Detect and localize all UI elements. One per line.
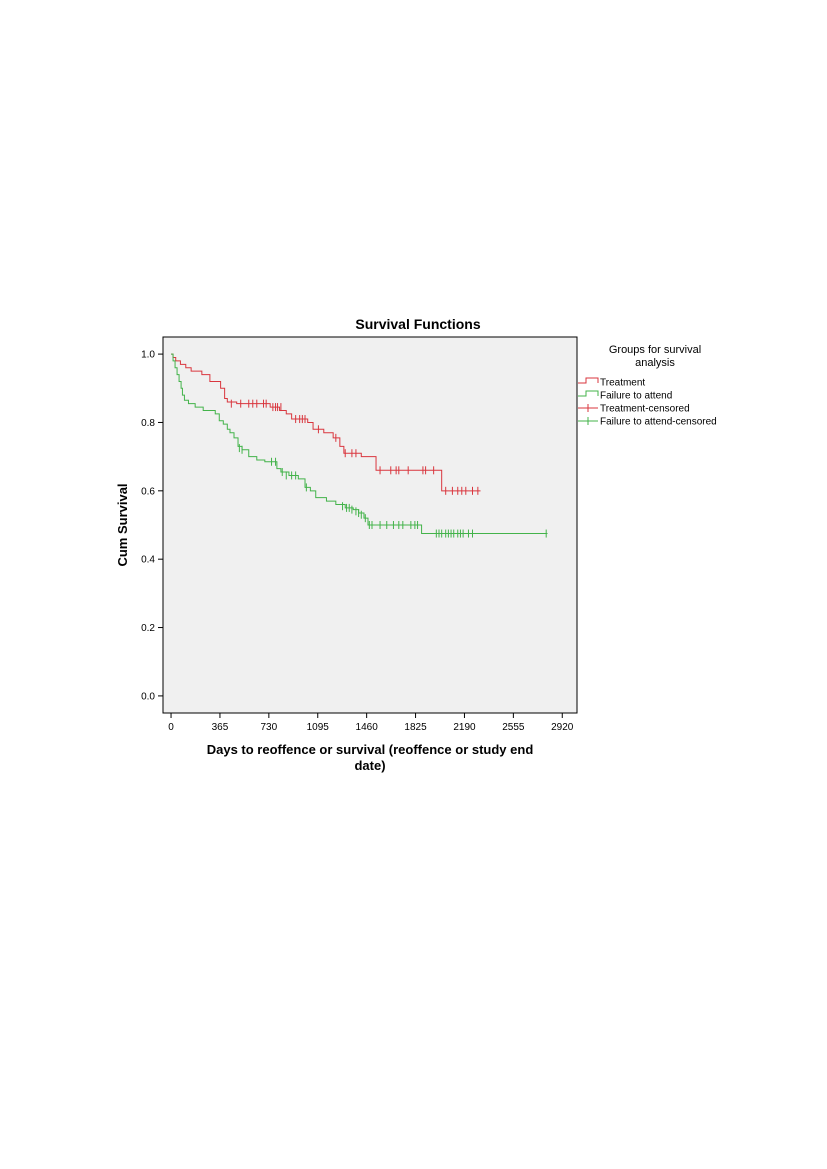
legend-failure-to-attend: Failure to attend — [578, 390, 672, 402]
legend-label: Failure to attend-censored — [600, 417, 717, 428]
x-tick-label: 2555 — [502, 722, 525, 733]
series-layer — [171, 353, 548, 538]
y-tick-label: 0.4 — [141, 555, 155, 566]
legend-failure-to-attend-censored: Failure to attend-censored — [578, 417, 717, 428]
chart-title: Survival Functions — [355, 316, 480, 332]
y-tick-label: 0.0 — [141, 691, 155, 702]
y-tick-label: 0.8 — [141, 418, 155, 429]
y-tick-label: 0.6 — [141, 486, 155, 497]
x-tick-label: 730 — [261, 722, 278, 733]
legend-title-line-1: Groups for survival — [609, 344, 701, 356]
survival-line-failure-to-attend — [171, 353, 548, 535]
legend-label: Treatment — [600, 378, 645, 389]
y-tick-label: 0.2 — [141, 623, 155, 634]
axis-ticks: 0 365 730 1095 1460 1825 2190 2555 2920 0.0 0.2 0.4… — [141, 350, 574, 733]
x-tick-label: 1460 — [356, 722, 379, 733]
x-tick-label: 365 — [212, 722, 229, 733]
legend-items: Treatment Failure to attend Treatment-cens… — [578, 377, 717, 428]
y-axis-title: Cum Survival — [115, 483, 130, 566]
legend-treatment: Treatment — [578, 377, 645, 389]
x-tick-label: 2190 — [453, 722, 476, 733]
legend: Groups for survival analysis Treatment Fa… — [578, 344, 717, 428]
survival-line-treatment — [171, 353, 481, 492]
legend-label: Failure to attend — [600, 391, 672, 402]
legend-treatment-censored: Treatment-censored — [578, 404, 690, 415]
legend-label: Treatment-censored — [600, 404, 690, 415]
legend-swatch — [578, 390, 599, 397]
legend-swatch — [578, 377, 599, 384]
legend-title-line-2: analysis — [635, 357, 675, 369]
x-tick-label: 2920 — [551, 722, 574, 733]
x-tick-label: 0 — [168, 722, 174, 733]
x-axis-title-line-2: date) — [354, 758, 385, 773]
x-axis-title-line-1: Days to reoffence or survival (reoffence… — [207, 742, 534, 757]
x-tick-label: 1095 — [307, 722, 330, 733]
y-tick-label: 1.0 — [141, 350, 155, 361]
x-tick-label: 1825 — [404, 722, 427, 733]
